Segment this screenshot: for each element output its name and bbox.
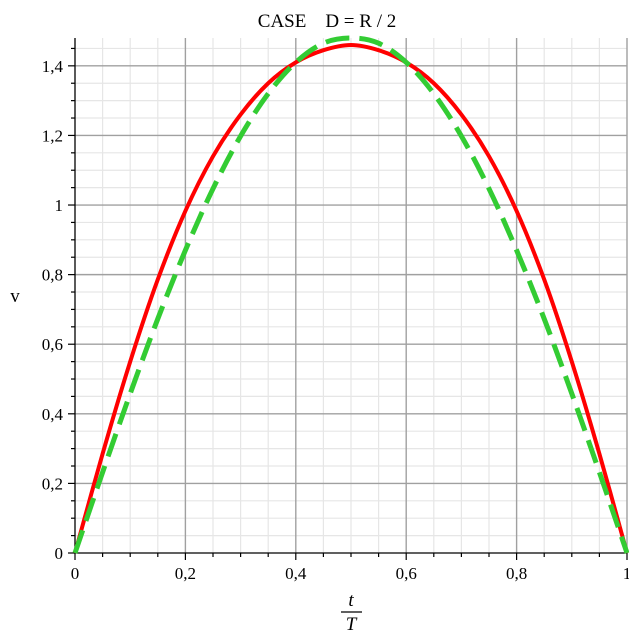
x-tick-label: 0,6 <box>396 564 417 583</box>
x-axis-label-numerator: t <box>348 590 354 611</box>
series-layer <box>72 35 629 554</box>
chart-title: CASE D = R / 2 <box>258 11 396 32</box>
x-axis-label-denominator: T <box>346 614 358 635</box>
y-tick-label: 0,6 <box>42 335 63 354</box>
series-line-solid <box>73 42 629 554</box>
x-tick-label: 1 <box>623 564 629 583</box>
y-tick-label: 0,8 <box>42 266 63 285</box>
x-tick-label: 0,2 <box>175 564 196 583</box>
x-tick-label: 0 <box>71 564 80 583</box>
x-tick-label: 0,8 <box>506 564 527 583</box>
y-tick-label: 1,4 <box>42 57 64 76</box>
y-tick-label: 0,4 <box>42 405 64 424</box>
y-tick-label: 0,2 <box>42 474 63 493</box>
y-tick-label: 1,2 <box>42 126 63 145</box>
axes <box>68 38 628 560</box>
y-tick-label: 1 <box>55 196 64 215</box>
series-line-dashed <box>72 35 629 554</box>
minor-grid <box>75 38 627 553</box>
y-tick-label: 0 <box>55 544 64 563</box>
major-grid <box>75 38 628 553</box>
tick-labels: 0 0,2 0,4 0,6 0,8 1 0 0,2 0,4 0,6 0,8 1 1,2 1,4 <box>42 57 629 583</box>
x-axis-label: t T <box>341 590 362 635</box>
y-axis-label: v <box>10 286 20 307</box>
x-tick-label: 0,4 <box>285 564 307 583</box>
